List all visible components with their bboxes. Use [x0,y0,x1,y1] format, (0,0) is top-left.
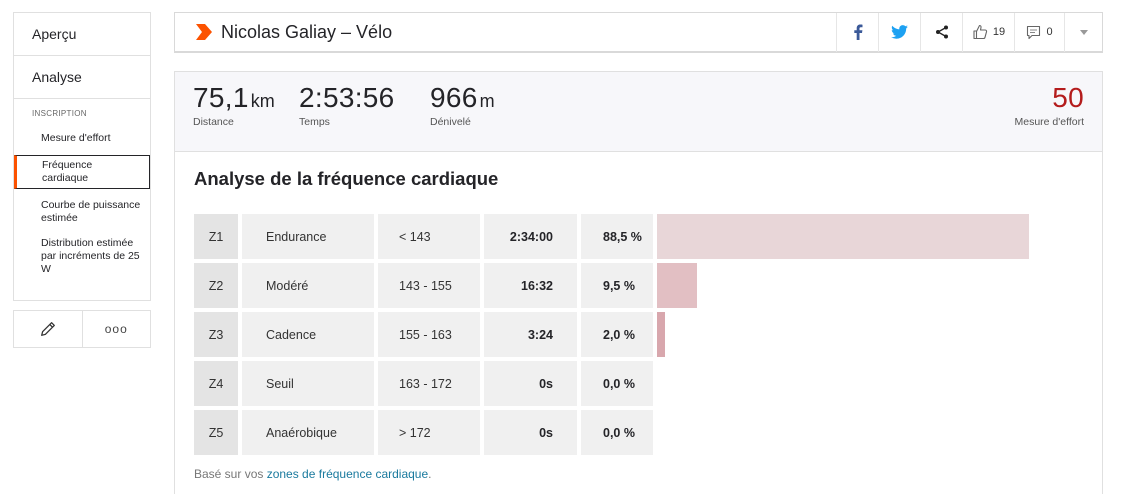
zone-code: Z4 [194,361,238,406]
zone-name: Seuil [242,361,374,406]
comments-button[interactable]: 0 [1014,12,1064,52]
zone-time: 16:32 [484,263,577,308]
header-more-dropdown[interactable] [1064,12,1102,52]
zone-range: 163 - 172 [378,361,480,406]
zone-code: Z1 [194,214,238,259]
share-icon [935,25,948,39]
sidebar-section-label: INSCRIPTION [32,109,87,118]
zone-bar-track [657,214,1057,259]
share-button[interactable] [920,12,962,52]
edit-button[interactable] [14,311,82,347]
zone-name: Anaérobique [242,410,374,455]
zone-name: Endurance [242,214,374,259]
zone-row: Z3 Cadence 155 - 163 3:24 2,0 % [194,312,1057,357]
stat-elevation: 966 m Dénivelé [430,82,495,128]
footnote: Basé sur vos zones de fréquence cardiaqu… [194,467,432,481]
twitter-icon [891,25,908,39]
stat-distance-unit: km [250,91,275,111]
activity-header: Nicolas Galiay – Vélo 19 0 [174,12,1103,53]
section-title: Analyse de la fréquence cardiaque [194,168,499,189]
zone-time: 3:24 [484,312,577,357]
zone-range: > 172 [378,410,480,455]
facebook-icon [853,24,862,40]
comment-icon [1027,25,1041,39]
stat-elevation-value: 966 [430,82,478,113]
sidebar-item-power-distribution[interactable]: Distribution estimée par incréments de 2… [41,237,140,275]
thumbs-up-icon [973,24,987,40]
sidebar-item-effort[interactable]: Mesure d'effort [41,132,111,144]
zone-range: 143 - 155 [378,263,480,308]
kudos-button[interactable]: 19 [962,12,1014,52]
kudos-count: 19 [992,26,1006,38]
zone-bar [657,263,697,308]
stat-time: 2:53:56 Temps [299,82,395,128]
stat-elevation-unit: m [479,91,495,111]
zone-bar-track [657,312,1057,357]
stat-distance: 75,1 km Distance [193,82,275,128]
zone-range: < 143 [378,214,480,259]
zone-row: Z4 Seuil 163 - 172 0s 0,0 % [194,361,1057,406]
zone-row: Z2 Modéré 143 - 155 16:32 9,5 % [194,263,1057,308]
zone-percent: 88,5 % [581,214,653,259]
zone-time: 0s [484,361,577,406]
stat-effort-value: 50 [1052,82,1084,113]
zone-percent: 2,0 % [581,312,653,357]
footnote-prefix: Basé sur vos [194,467,267,481]
zone-bar-track [657,361,1057,406]
comments-count: 0 [1046,26,1053,38]
stat-time-value: 2:53:56 [299,82,395,113]
stat-distance-label: Distance [193,116,234,128]
sidebar-item-overview[interactable]: Aperçu [14,13,150,56]
zone-row: Z1 Endurance < 143 2:34:00 88,5 % [194,214,1057,259]
stats-bar: 75,1 km Distance 2:53:56 Temps 966 m Déniv… [175,72,1102,152]
heart-rate-zones-link[interactable]: zones de fréquence cardiaque [266,467,429,481]
pencil-icon [40,322,55,336]
activity-type-icon [196,24,212,40]
more-actions-button[interactable]: ooo [81,311,151,347]
sidebar-item-analysis[interactable]: Analyse [14,56,150,99]
sidebar-section: INSCRIPTION Mesure d'effort Fréquence ca… [14,99,150,300]
share-twitter-button[interactable] [878,12,920,52]
zone-percent: 0,0 % [581,361,653,406]
zone-percent: 9,5 % [581,263,653,308]
sidebar-actions: ooo [13,310,151,348]
sidebar-item-heart-rate[interactable]: Fréquence cardiaque [14,155,150,189]
stat-effort: 50 Mesure d'effort [1014,82,1084,128]
zone-percent: 0,0 % [581,410,653,455]
zone-row: Z5 Anaérobique > 172 0s 0,0 % [194,410,1057,455]
caret-down-icon [1079,29,1088,35]
analysis-card: 75,1 km Distance 2:53:56 Temps 966 m Déniv… [174,71,1103,494]
zone-name: Cadence [242,312,374,357]
more-dots-icon: ooo [104,322,128,336]
zone-bar [657,312,665,357]
zone-range: 155 - 163 [378,312,480,357]
stat-time-label: Temps [299,116,330,128]
stat-effort-label: Mesure d'effort [1014,116,1084,128]
zone-code: Z3 [194,312,238,357]
zone-code: Z5 [194,410,238,455]
stat-distance-value: 75,1 [193,82,249,113]
sidebar: Aperçu Analyse INSCRIPTION Mesure d'effo… [13,12,151,348]
activity-title: Nicolas Galiay – Vélo [221,21,393,42]
heart-rate-zones-table: Z1 Endurance < 143 2:34:00 88,5 % Z2 Modéré 143… [194,214,1057,459]
zone-bar-track [657,410,1057,455]
zone-bar [657,214,1029,259]
stat-elevation-label: Dénivelé [430,116,471,128]
zone-time: 0s [484,410,577,455]
sidebar-item-power-curve[interactable]: Courbe de puissance estimée [41,199,141,224]
footnote-suffix: . [428,467,432,481]
zone-code: Z2 [194,263,238,308]
zone-bar-track [657,263,1057,308]
share-facebook-button[interactable] [836,12,878,52]
sidebar-menu: Aperçu Analyse INSCRIPTION Mesure d'effo… [13,12,151,301]
zone-time: 2:34:00 [484,214,577,259]
zone-name: Modéré [242,263,374,308]
